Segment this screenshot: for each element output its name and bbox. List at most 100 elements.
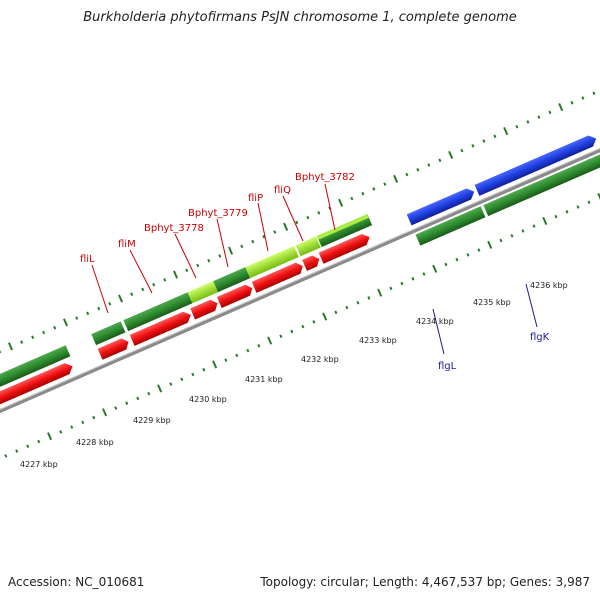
scale-tick-major	[7, 342, 13, 351]
gene-arrow-reverse[interactable]	[318, 232, 372, 264]
scale-tick-minor	[75, 316, 79, 320]
scale-tick-minor	[185, 268, 189, 273]
scale-tick-minor	[389, 286, 393, 291]
kbp-label: 4234 kbp	[416, 317, 454, 326]
scale-tick-minor	[493, 134, 497, 139]
gene-label-bphyt-3779[interactable]: Bphyt_3779	[188, 208, 248, 219]
scale-tick-minor	[372, 187, 376, 191]
accession-text: Accession: NC_010681	[8, 575, 145, 589]
scale-tick-minor	[218, 254, 222, 258]
gene-label-flil[interactable]: fliL	[80, 254, 95, 265]
scale-tick-minor	[202, 367, 206, 372]
cds-bar[interactable]	[415, 206, 486, 246]
gene-arrow-reverse[interactable]	[302, 254, 321, 271]
gene-arrow-reverse[interactable]	[97, 336, 131, 360]
scale-tick-minor	[273, 230, 277, 234]
scale-tick-minor	[169, 382, 173, 386]
gene-label-flip[interactable]: fliP	[248, 193, 263, 204]
scale-tick-minor	[306, 215, 310, 220]
scale-tick-minor	[471, 144, 475, 148]
scale-tick-minor	[581, 96, 585, 100]
scale-tick-minor	[482, 139, 486, 143]
cds-bar[interactable]	[123, 292, 193, 332]
gene-label-bphyt-3778[interactable]: Bphyt_3778	[144, 223, 204, 234]
scale-tick-minor	[191, 372, 195, 377]
scale-tick-major	[503, 126, 509, 136]
gene-label-flgk[interactable]: flgK	[530, 332, 550, 343]
kbp-label: 4231 kbp	[245, 375, 283, 384]
scale-tick-minor	[295, 220, 299, 225]
scale-tick-minor	[526, 120, 530, 124]
scale-tick-minor	[460, 148, 464, 153]
scale-tick-minor	[114, 406, 118, 410]
cds-bar[interactable]	[316, 214, 369, 240]
scale-tick-minor	[42, 330, 46, 335]
cds-bar[interactable]	[187, 281, 219, 304]
scale-tick-minor	[92, 415, 96, 420]
scale-tick-minor	[130, 292, 134, 296]
scale-tick-minor	[4, 454, 8, 458]
scale-tick-major	[377, 288, 383, 297]
gene-label-fliq[interactable]: fliQ	[274, 185, 291, 196]
scale-tick-minor	[246, 348, 250, 353]
gene-arrow-forward[interactable]	[406, 186, 477, 226]
scale-tick-minor	[108, 301, 112, 306]
gene-arrow-reverse[interactable]	[216, 283, 255, 308]
kbp-scale-labels: 4227 kbp 4228 kbp 4229 kbp 4230 kbp 4231…	[20, 281, 568, 469]
cds-bar[interactable]	[295, 236, 321, 257]
cds-bar[interactable]	[91, 321, 126, 346]
scale-tick-minor	[279, 334, 283, 338]
scale-tick-minor	[20, 340, 24, 344]
scale-tick-major	[173, 270, 179, 279]
scale-tick-minor	[499, 238, 503, 243]
gene-label-flim[interactable]: fliM	[118, 239, 136, 250]
cds-bar[interactable]	[245, 246, 299, 279]
gene-arrow-reverse[interactable]	[129, 309, 193, 346]
kbp-label: 4235 kbp	[473, 298, 511, 307]
topology-text: Topology: circular; Length: 4,467,537 bp…	[260, 575, 590, 589]
scale-tick-minor	[345, 305, 349, 310]
scale-tick-minor	[477, 248, 481, 252]
gene-label-flgl[interactable]: flgL	[438, 361, 457, 372]
scale-tick-minor	[570, 101, 574, 105]
gene-labels: fliL fliM Bphyt_3778 Bphyt_3779 fliP fli…	[80, 172, 550, 372]
scale-tick-minor	[565, 210, 569, 214]
scale-tick-minor	[257, 344, 261, 348]
scale-tick-minor	[240, 244, 244, 249]
scale-tick-minor	[207, 258, 211, 263]
kbp-label: 4227 kbp	[20, 460, 58, 469]
gene-arrow-forward[interactable]	[474, 133, 599, 196]
scale-tick-minor	[521, 229, 525, 233]
scale-tick-minor	[317, 211, 321, 215]
scale-tick-minor	[312, 320, 316, 324]
scale-tick-minor	[427, 163, 431, 167]
cds-bar[interactable]	[483, 154, 600, 217]
scale-tick-minor	[548, 110, 552, 115]
kbp-label: 4229 kbp	[133, 416, 171, 425]
scale-tick-minor	[224, 358, 228, 362]
scale-tick-minor	[554, 214, 558, 219]
kbp-label: 4228 kbp	[76, 438, 114, 447]
scale-tick-minor	[37, 439, 41, 444]
scale-tick-major	[558, 103, 564, 112]
scale-tick-minor	[59, 430, 63, 434]
scale-tick-major	[283, 222, 289, 231]
gene-arrow-reverse[interactable]	[0, 361, 75, 408]
scale-tick-minor	[400, 281, 404, 286]
gene-label-bphyt-3782[interactable]: Bphyt_3782	[295, 172, 355, 183]
gene-arrow-reverse[interactable]	[251, 261, 305, 293]
gene-arrow-reverse[interactable]	[190, 298, 220, 320]
scale-tick-minor	[532, 224, 536, 228]
scale-tick-minor	[444, 262, 448, 267]
scale-tick-minor	[510, 233, 514, 238]
cds-bar[interactable]	[0, 345, 71, 393]
scale-tick-minor	[0, 349, 2, 354]
scale-tick-minor	[592, 91, 596, 95]
cds-bar[interactable]	[213, 267, 251, 293]
kbp-label: 4236 kbp	[530, 281, 568, 290]
scale-tick-minor	[196, 263, 200, 268]
scale-tick-minor	[416, 168, 420, 172]
scale-tick-major	[542, 216, 548, 225]
genome-backbone-highlight	[0, 128, 600, 417]
